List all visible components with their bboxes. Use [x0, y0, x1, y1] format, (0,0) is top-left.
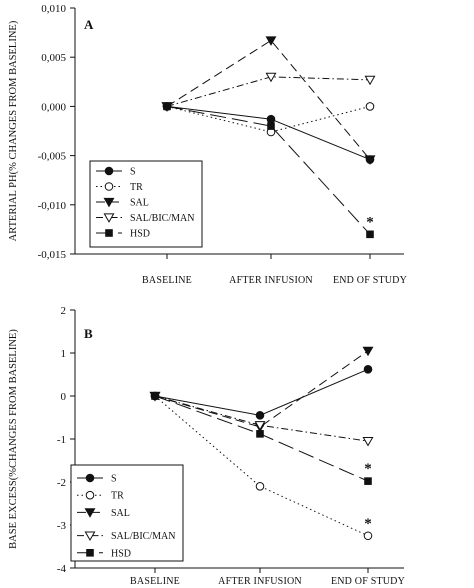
- legend-label-sal: SAL: [111, 508, 130, 519]
- data-point-tr: [255, 482, 265, 491]
- y-tick-label: -4: [57, 563, 67, 575]
- y-tick-label: -3: [57, 520, 67, 532]
- x-tick-label: END OF STUDY: [331, 576, 405, 587]
- x-tick-label: END OF STUDY: [333, 275, 407, 286]
- y-tick-label: -0,015: [38, 249, 67, 261]
- legend-label-sal-bic-man: SAL/BIC/MAN: [111, 531, 175, 542]
- legend-label-tr: TR: [130, 182, 143, 193]
- legend-marker-s: [104, 166, 114, 176]
- y-axis-label: ARTERIAL PH(% CHANGES FROM BASELINE): [8, 20, 19, 241]
- x-tick-label: BASELINE: [130, 576, 180, 587]
- legend: S TR SAL SAL/BIC/MAN HSD: [70, 464, 184, 562]
- data-point-hsd: [256, 430, 264, 438]
- y-tick-label: -0,010: [38, 200, 67, 212]
- significance-star: *: [366, 214, 374, 230]
- series-line-sal: [166, 39, 371, 160]
- y-tick-label: 0: [61, 391, 67, 403]
- significance-star: *: [364, 461, 372, 477]
- data-point-sal: [362, 346, 374, 357]
- data-point-sal: [265, 36, 277, 46]
- legend-label-hsd: HSD: [130, 229, 150, 240]
- data-point-tr: [363, 531, 373, 541]
- series-line-s: [154, 368, 369, 416]
- data-point-hsd: [366, 230, 374, 239]
- series-line-hsd: [166, 105, 371, 235]
- data-point-tr: [365, 102, 375, 111]
- y-tick-label: -0,005: [38, 151, 67, 163]
- data-point-s: [255, 411, 265, 420]
- data-point-s: [266, 114, 276, 124]
- legend-marker-sal-bic-man: [84, 531, 96, 542]
- x-tick-label: BASELINE: [142, 275, 192, 286]
- chart-panel-b: 2 1 0 -1 -2 -3 -4 BASELINE AFTER INFUSION END OF …: [8, 305, 405, 587]
- legend-label-tr: TR: [111, 491, 124, 502]
- data-point-sal-bic-man: [364, 75, 376, 86]
- legend-marker-s: [85, 473, 95, 483]
- data-point-hsd: [267, 122, 275, 130]
- y-tick-label: 2: [61, 305, 67, 317]
- y-tick-label: -2: [57, 477, 66, 489]
- series-line-sal-bic-man: [166, 76, 371, 107]
- panel-letter: B: [84, 326, 93, 341]
- legend-label-sal-bic-man: SAL/BIC/MAN: [130, 213, 194, 224]
- series-line-sal: [154, 350, 369, 428]
- y-tick-label: 0,000: [41, 101, 66, 113]
- legend-marker-sal-bic-man: [103, 213, 115, 223]
- chart-panel-a: 0,010 0,005 0,000 -0,005 -0,010 -0,015 BASELIN…: [8, 3, 407, 286]
- legend-label-s: S: [111, 474, 117, 485]
- data-point-sal-bic-man: [254, 421, 266, 431]
- data-point-hsd: [151, 392, 159, 400]
- significance-star: *: [364, 516, 372, 532]
- y-tick-label: 1: [61, 348, 67, 360]
- data-point-sal-bic-man: [362, 437, 374, 447]
- legend-marker-sal: [84, 508, 96, 518]
- legend-marker-tr: [85, 490, 95, 500]
- data-point-hsd: [364, 477, 372, 485]
- data-point-sal-bic-man: [265, 72, 277, 83]
- legend-label-sal: SAL: [130, 198, 149, 209]
- y-tick-label: 0,005: [41, 52, 66, 64]
- legend: S TR SAL SAL/BIC/MAN HSD: [89, 160, 203, 248]
- y-axis-label: BASE EXCESS(%CHANGES FROM BASELINE): [8, 329, 19, 549]
- legend-marker-hsd: [105, 229, 113, 237]
- data-point-sal: [364, 155, 376, 165]
- panel-letter: A: [84, 17, 94, 32]
- series-line-hsd: [154, 395, 369, 482]
- y-tick-label: -1: [57, 434, 66, 446]
- x-tick-label: AFTER INFUSION: [218, 576, 302, 587]
- legend-marker-tr: [104, 182, 114, 191]
- data-point-s: [363, 365, 373, 374]
- legend-label-s: S: [130, 167, 136, 178]
- legend-label-hsd: HSD: [111, 548, 131, 559]
- y-tick-label: 0,010: [41, 3, 66, 15]
- legend-marker-hsd: [86, 549, 94, 557]
- x-tick-label: AFTER INFUSION: [229, 275, 313, 286]
- data-point-hsd: [163, 102, 171, 111]
- series-line-tr: [154, 395, 369, 537]
- legend-marker-sal: [103, 197, 115, 208]
